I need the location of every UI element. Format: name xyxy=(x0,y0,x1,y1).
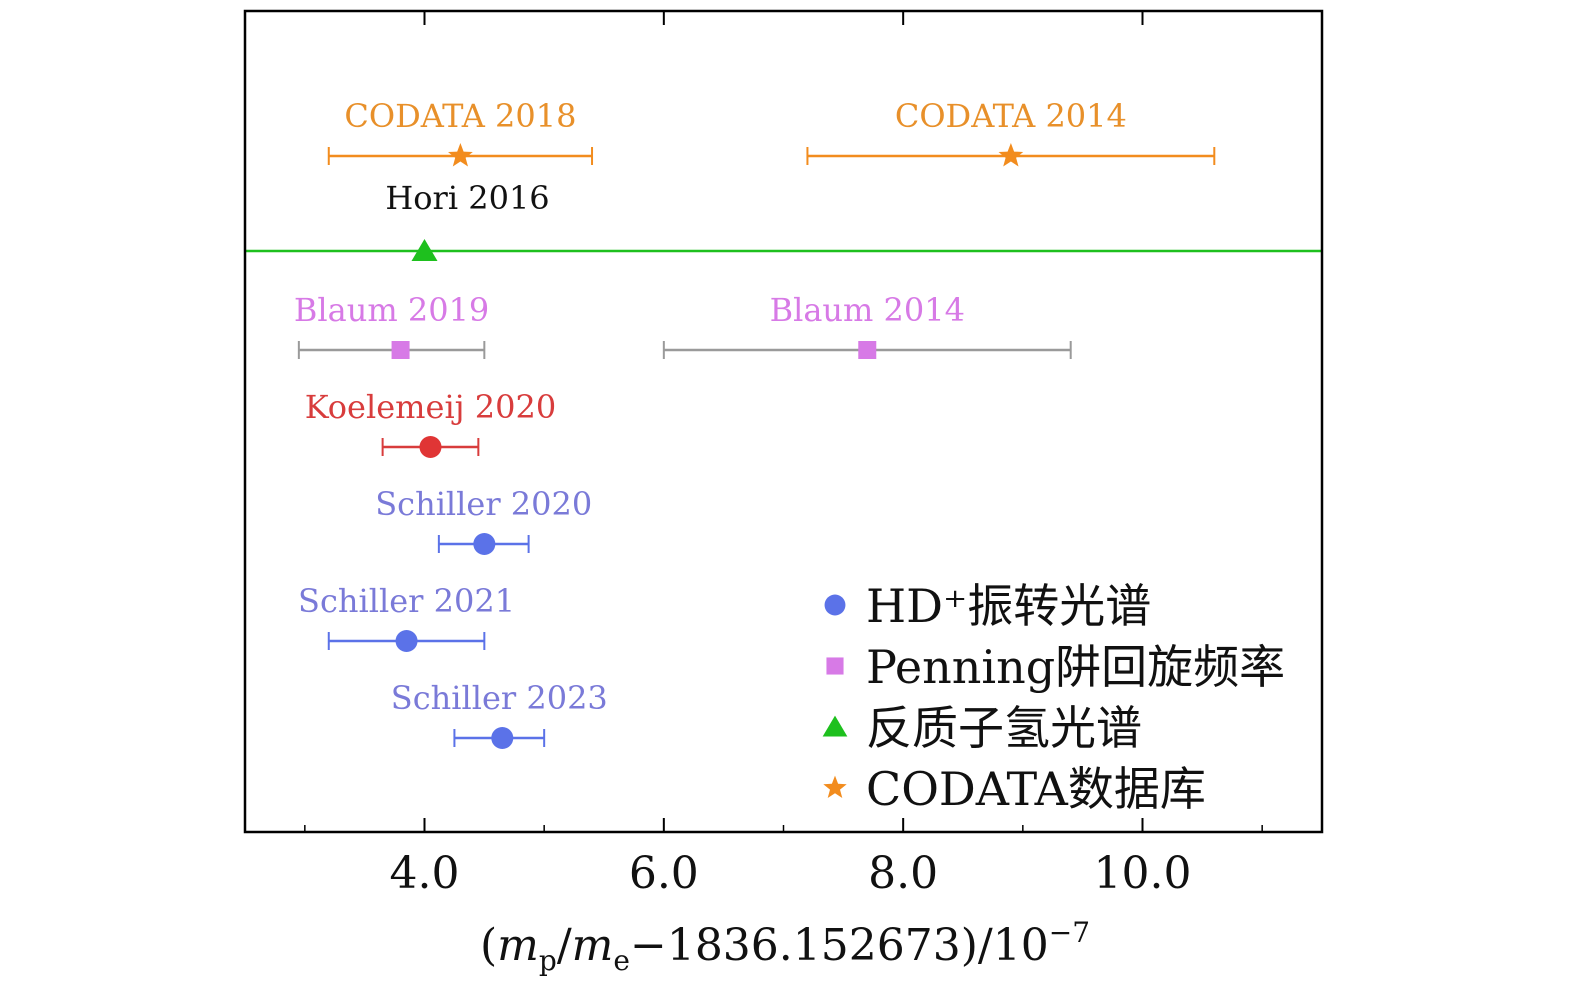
legend-label: 反质子氢光谱 xyxy=(866,701,1142,755)
data-point-circle xyxy=(473,533,496,555)
x-tick-label: 4.0 xyxy=(390,848,460,899)
x-axis-label-sub2: e xyxy=(613,944,630,977)
data-points xyxy=(391,143,1024,749)
data-point-circle xyxy=(419,436,442,458)
x-axis-label-rest: −1836.152673)/10 xyxy=(630,920,1049,971)
x-tick-label: 6.0 xyxy=(629,848,699,899)
point-labels: CODATA 2018 CODATA 2014 Hori 2016 Blaum 201… xyxy=(294,97,1127,717)
point-label: Schiller 2023 xyxy=(391,679,608,717)
legend-label: Penning阱回旋频率 xyxy=(866,640,1285,694)
data-point-square xyxy=(858,341,877,359)
x-axis-label: (mp/me−1836.152673)/10−7 xyxy=(480,916,1090,977)
legend-label: HD⁺振转光谱 xyxy=(866,579,1151,633)
legend-marker-star xyxy=(823,775,847,798)
point-label: Hori 2016 xyxy=(385,179,549,217)
legend-marker-square xyxy=(826,657,844,675)
x-axis-label-exp: −7 xyxy=(1049,916,1090,949)
data-point-star xyxy=(998,143,1024,167)
point-label: Blaum 2019 xyxy=(294,291,489,329)
x-axis-label-open: ( xyxy=(480,920,497,971)
plot-frame xyxy=(243,9,1324,834)
data-point-square xyxy=(391,341,410,359)
legend-marker-circle xyxy=(824,594,846,616)
data-point-circle xyxy=(491,727,514,749)
point-label: Koelemeij 2020 xyxy=(305,388,556,426)
legend-marker-triangle xyxy=(822,715,848,737)
point-label: Schiller 2021 xyxy=(298,582,515,620)
x-tick-label: 10.0 xyxy=(1094,848,1192,899)
point-label: CODATA 2014 xyxy=(895,97,1127,135)
data-point-triangle xyxy=(411,239,438,261)
data-point-circle xyxy=(395,630,418,652)
x-axis-label-slash: / xyxy=(557,920,572,971)
data-point-star xyxy=(448,143,473,167)
point-label: Blaum 2014 xyxy=(770,291,965,329)
point-label: CODATA 2018 xyxy=(344,97,576,135)
x-axis: 4.0 6.0 8.0 10.0 xyxy=(304,11,1263,899)
x-axis-label-m1: m xyxy=(497,920,539,971)
x-axis-label-sub1: p xyxy=(539,944,557,977)
legend-label: CODATA数据库 xyxy=(866,762,1206,816)
x-axis-label-m2: m xyxy=(572,920,614,971)
x-tick-label: 8.0 xyxy=(868,848,938,899)
point-label: Schiller 2020 xyxy=(375,485,592,523)
